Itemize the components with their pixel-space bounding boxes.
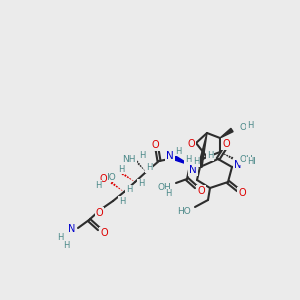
Text: O: O bbox=[100, 228, 108, 238]
Text: H: H bbox=[94, 181, 101, 190]
Text: H: H bbox=[126, 185, 132, 194]
Text: OH: OH bbox=[240, 122, 254, 131]
Text: H: H bbox=[193, 158, 199, 166]
Text: H: H bbox=[139, 151, 145, 160]
Text: N: N bbox=[166, 151, 174, 161]
Text: H: H bbox=[248, 158, 255, 166]
Text: H: H bbox=[63, 242, 69, 250]
Text: H: H bbox=[146, 164, 152, 172]
Polygon shape bbox=[174, 156, 190, 165]
Text: HO: HO bbox=[177, 208, 191, 217]
Text: NH: NH bbox=[122, 155, 136, 164]
Text: OH: OH bbox=[157, 184, 171, 193]
Text: N: N bbox=[234, 160, 242, 170]
Text: H: H bbox=[138, 179, 144, 188]
Text: HO: HO bbox=[102, 172, 116, 182]
Text: H: H bbox=[207, 152, 213, 160]
Text: O: O bbox=[197, 186, 205, 196]
Polygon shape bbox=[220, 128, 233, 138]
Text: H: H bbox=[247, 121, 253, 130]
Text: H: H bbox=[118, 164, 124, 173]
Text: H: H bbox=[119, 196, 125, 206]
Text: O: O bbox=[151, 140, 159, 150]
Text: O: O bbox=[95, 208, 103, 218]
Text: H: H bbox=[175, 146, 181, 155]
Text: H: H bbox=[57, 233, 63, 242]
Text: O: O bbox=[99, 174, 107, 184]
Text: H: H bbox=[166, 190, 172, 199]
Text: O: O bbox=[222, 139, 230, 149]
Text: N: N bbox=[68, 224, 75, 234]
Text: O: O bbox=[238, 188, 246, 198]
Text: N: N bbox=[189, 165, 197, 175]
Text: H: H bbox=[185, 155, 191, 164]
Text: OH: OH bbox=[240, 155, 254, 164]
Text: O: O bbox=[187, 139, 195, 149]
Polygon shape bbox=[198, 133, 207, 167]
Text: H: H bbox=[247, 158, 253, 166]
